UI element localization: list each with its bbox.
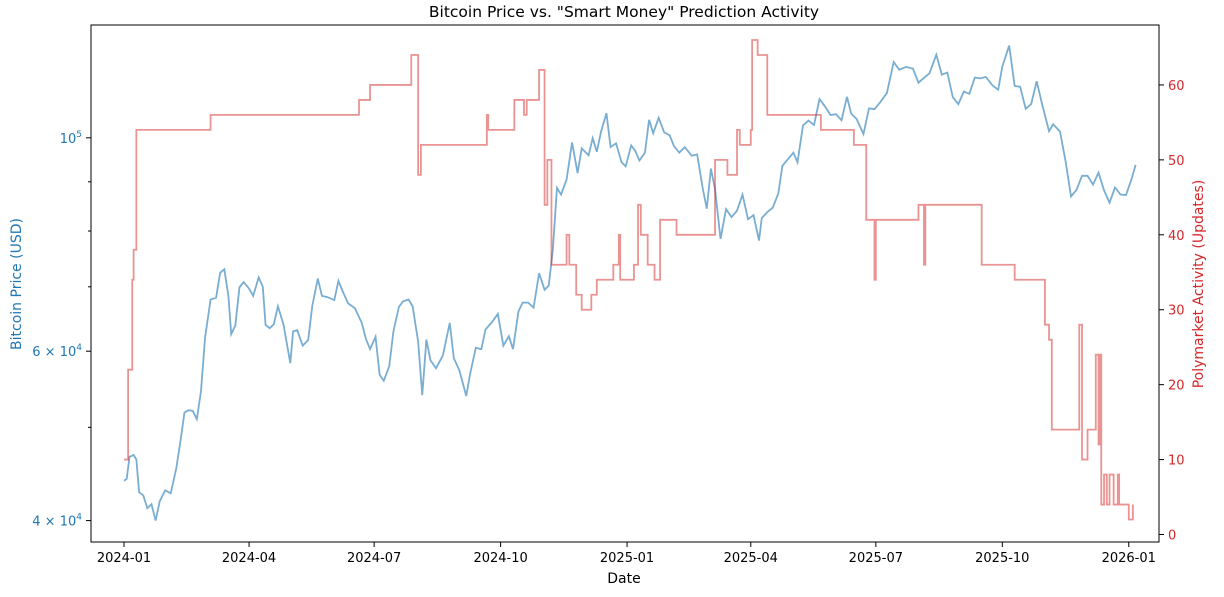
btc-price-line xyxy=(123,45,1137,521)
left-y-axis: 4 × 104 6 × 104 105 xyxy=(32,130,91,530)
activity-line xyxy=(123,39,1134,521)
right-y-axis: 0 10 20 30 40 50 60 xyxy=(1159,79,1185,544)
left-tick-label: 6 × 104 xyxy=(32,343,82,360)
right-tick-label: 20 xyxy=(1168,379,1185,394)
left-tick-label: 105 xyxy=(60,130,82,147)
x-tick-label: 2024-10 xyxy=(473,551,527,566)
left-tick-exponent: 4 xyxy=(76,343,82,353)
x-axis-label: Date xyxy=(607,571,640,587)
x-tick-label: 2025-01 xyxy=(600,551,654,566)
left-tick-label: 4 × 104 xyxy=(32,513,82,530)
right-tick-label: 40 xyxy=(1168,229,1185,244)
right-tick-label: 10 xyxy=(1168,454,1185,469)
plot-area xyxy=(123,39,1137,521)
x-tick-label: 2024-01 xyxy=(97,551,151,566)
x-axis: 2024-01 2024-04 2024-07 2024-10 2025-01 2025-… xyxy=(97,542,1156,566)
x-tick-label: 2025-10 xyxy=(975,551,1029,566)
x-tick-label: 2026-01 xyxy=(1102,551,1156,566)
chart-title: Bitcoin Price vs. "Smart Money" Predicti… xyxy=(429,3,819,21)
x-tick-label: 2024-04 xyxy=(222,551,276,566)
right-tick-label: 50 xyxy=(1168,154,1185,169)
left-tick-exponent: 4 xyxy=(76,513,82,523)
right-y-axis-label: Polymarket Activity (Updates) xyxy=(1191,180,1207,389)
right-tick-label: 60 xyxy=(1168,79,1185,94)
plot-frame xyxy=(90,24,1160,543)
right-tick-label: 30 xyxy=(1168,304,1185,319)
x-tick-label: 2024-07 xyxy=(347,551,401,566)
x-tick-label: 2025-07 xyxy=(849,551,903,566)
x-tick-label: 2025-04 xyxy=(724,551,778,566)
left-y-axis-label: Bitcoin Price (USD) xyxy=(9,218,25,350)
left-tick-exponent: 5 xyxy=(76,130,82,140)
right-tick-label: 0 xyxy=(1168,529,1176,544)
